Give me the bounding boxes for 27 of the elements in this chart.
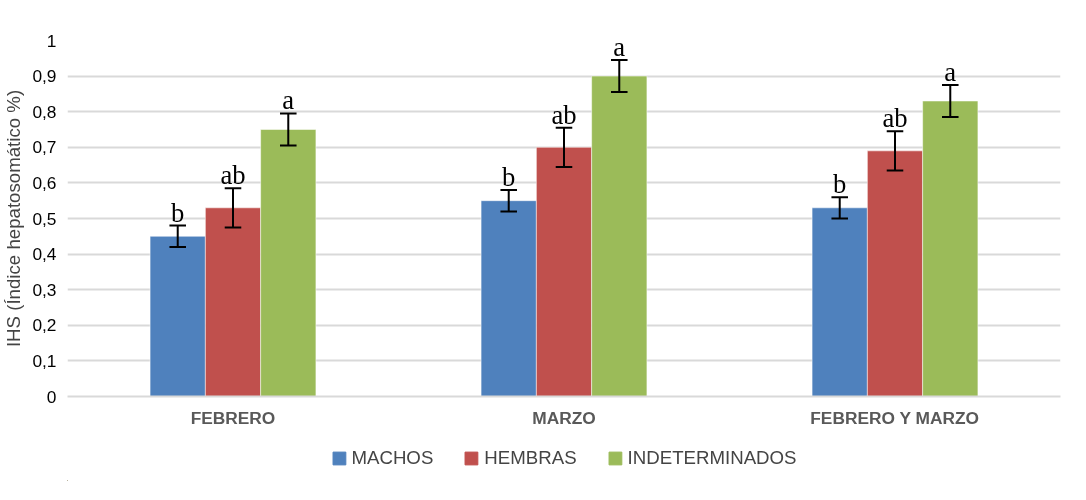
y-tick-label: 0,6 (32, 172, 57, 193)
y-tick-label: 0,8 (32, 101, 57, 122)
y-axis-title: IHS (Índice hepatosomático %) (3, 89, 25, 348)
y-tick-label: 0 (46, 386, 57, 407)
y-tick-label: 0,5 (32, 208, 57, 229)
legend-label: INDETERMINADOS (627, 446, 797, 469)
x-tick-label: MARZO (532, 407, 596, 428)
y-tick-label: 1 (46, 30, 57, 51)
data-label: b (502, 162, 516, 193)
y-tick-label: 0,1 (32, 350, 57, 371)
data-label: b (833, 169, 847, 200)
y-tick-label: 0,7 (32, 137, 57, 158)
y-tick-label: 0,3 (32, 279, 57, 300)
data-label: ab (220, 160, 246, 191)
data-label: ab (882, 103, 908, 134)
legend-label: HEMBRAS (484, 446, 577, 469)
data-label: ab (551, 99, 577, 130)
legend-label: MACHOS (351, 446, 434, 469)
data-label: a (282, 85, 295, 116)
x-tick-label: FEBRERO (190, 407, 276, 428)
data-label: a (613, 32, 626, 63)
y-tick-label: 0,2 (32, 315, 57, 336)
y-tick-label: 0,9 (32, 66, 57, 87)
data-label: b (171, 197, 185, 228)
y-tick-label: 0,4 (32, 244, 57, 265)
x-tick-label: FEBRERO Y MARZO (810, 407, 980, 428)
data-label: a (944, 57, 957, 87)
